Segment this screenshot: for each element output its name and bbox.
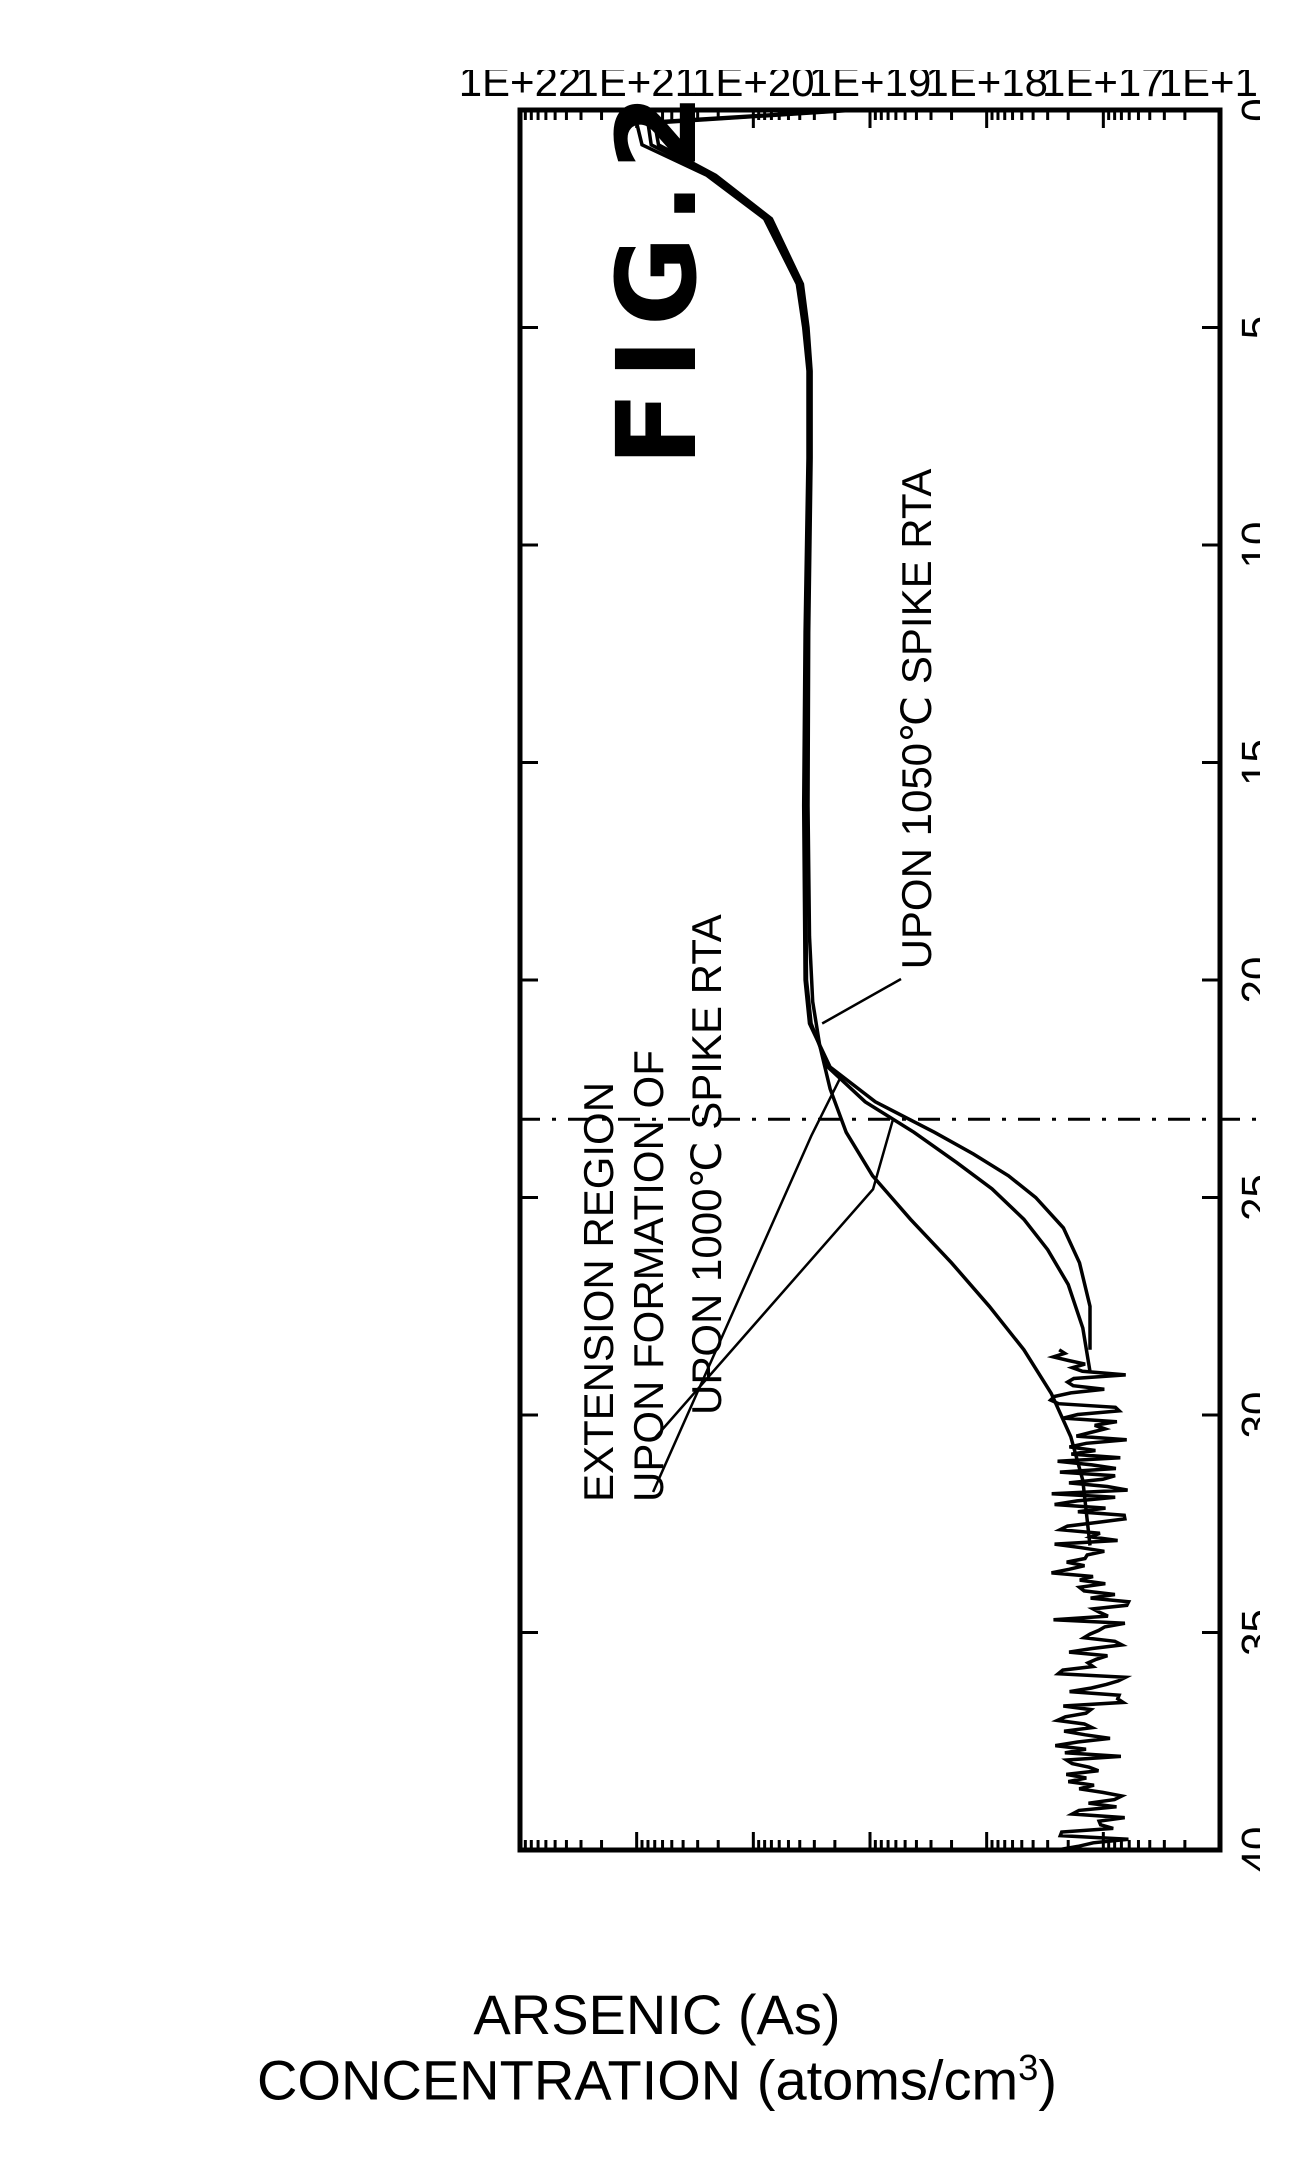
y-axis-label-line2: CONCENTRATION (atoms/cm [257,2049,1018,2112]
y-tick-label: 1E+17 [1042,70,1165,105]
x-tick-label: 40 [1232,1827,1260,1874]
x-tick-label: 30 [1232,1392,1260,1439]
callout-text-0: EXTENSION REGION [575,1082,622,1502]
noise-floor [1051,1350,1129,1850]
callout-text-2: UPON 1050℃ SPIKE RTA [893,469,940,970]
x-tick-label: 0 [1232,98,1260,121]
x-tick-label: 10 [1232,522,1260,569]
plot-border [520,110,1220,1850]
y-tick-label: 1E+19 [809,70,932,105]
x-tick-label: 25 [1232,1174,1260,1221]
y-axis-label: ARSENIC (As) CONCENTRATION (atoms/cm3) [257,1983,1057,2113]
callout-line-2 [822,979,901,1024]
y-axis-label-sup: 3 [1018,2047,1038,2088]
callout-text-0: UPON FORMATION OF [625,1050,672,1502]
x-tick-label: 35 [1232,1609,1260,1656]
callout-line-0 [653,1076,841,1492]
x-tick-label: 20 [1232,957,1260,1004]
chart-container: 1E+161E+171E+181E+191E+201E+211E+2205101… [360,70,1260,2030]
y-tick-label: 1E+18 [925,70,1048,105]
y-tick-label: 1E+22 [459,70,582,105]
y-tick-label: 1E+21 [575,70,698,105]
chart-svg: 1E+161E+171E+181E+191E+201E+211E+2205101… [360,70,1260,2030]
x-tick-label: 5 [1232,316,1260,339]
page: FIG.2 1E+161E+171E+181E+191E+201E+211E+2… [0,0,1314,2173]
y-axis-label-close: ) [1038,2049,1057,2112]
x-tick-label: 15 [1232,739,1260,786]
y-axis-label-line1: ARSENIC (As) [473,1983,840,2046]
callout-text-1: UPON 1000℃ SPIKE RTA [683,914,730,1415]
x-axis-title: DEPTH (nm) [1258,1392,1260,1655]
y-tick-label: 1E+20 [692,70,815,105]
